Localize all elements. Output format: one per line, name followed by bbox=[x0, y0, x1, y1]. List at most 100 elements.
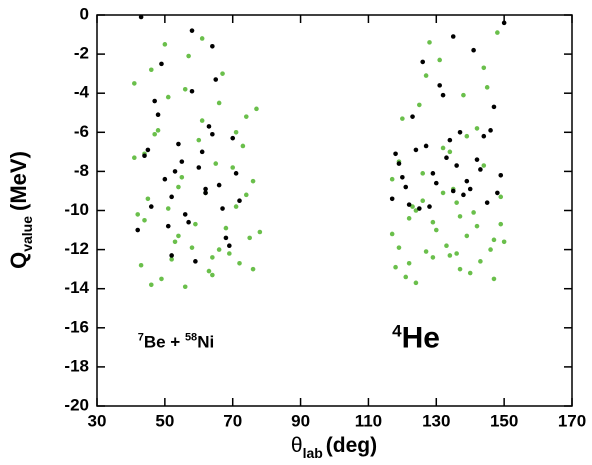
point bbox=[467, 186, 473, 192]
point bbox=[393, 151, 398, 157]
point bbox=[481, 163, 487, 168]
point bbox=[179, 174, 185, 180]
point bbox=[165, 206, 171, 211]
point bbox=[210, 272, 215, 278]
x-tick-label: 50 bbox=[155, 411, 174, 430]
point bbox=[478, 167, 483, 172]
point bbox=[233, 171, 239, 176]
point bbox=[243, 114, 249, 119]
point bbox=[199, 36, 205, 41]
point bbox=[474, 126, 480, 131]
point bbox=[447, 149, 453, 155]
point bbox=[467, 270, 473, 276]
point bbox=[132, 81, 137, 86]
point bbox=[430, 219, 436, 225]
point bbox=[159, 61, 164, 67]
point bbox=[152, 98, 157, 104]
point bbox=[450, 188, 456, 194]
superscript: 4 bbox=[392, 321, 402, 340]
point bbox=[413, 280, 419, 286]
y-tick-label: -4 bbox=[74, 83, 90, 102]
point bbox=[206, 268, 212, 274]
point bbox=[417, 102, 422, 108]
point bbox=[145, 147, 151, 153]
point bbox=[203, 186, 208, 192]
point bbox=[420, 59, 426, 65]
y-tick-label: 0 bbox=[80, 4, 89, 23]
point bbox=[410, 114, 415, 119]
point bbox=[406, 216, 412, 221]
point bbox=[199, 118, 205, 123]
point bbox=[420, 171, 426, 176]
point bbox=[237, 198, 242, 204]
point bbox=[162, 176, 168, 182]
y-tick-label: -16 bbox=[64, 317, 89, 336]
y-tick-label: -10 bbox=[64, 200, 89, 219]
point bbox=[423, 249, 429, 254]
y-tick-label: -14 bbox=[64, 278, 89, 297]
point bbox=[203, 190, 208, 196]
point bbox=[165, 223, 171, 229]
point bbox=[182, 86, 188, 92]
point bbox=[478, 259, 483, 264]
y-tick-label: -20 bbox=[64, 395, 89, 414]
point bbox=[223, 235, 229, 241]
x-tick-label: 90 bbox=[291, 411, 310, 430]
point bbox=[464, 178, 470, 184]
point bbox=[433, 180, 439, 186]
point bbox=[413, 147, 419, 153]
point bbox=[389, 231, 395, 237]
point bbox=[488, 128, 493, 133]
point bbox=[189, 28, 195, 33]
point bbox=[417, 206, 422, 211]
point bbox=[457, 214, 463, 219]
point bbox=[400, 116, 405, 121]
point bbox=[471, 210, 476, 215]
point bbox=[501, 239, 507, 245]
point bbox=[162, 42, 168, 47]
x-tick-label: 70 bbox=[223, 411, 242, 430]
point bbox=[182, 212, 188, 217]
point bbox=[206, 124, 212, 129]
point bbox=[491, 104, 497, 110]
point bbox=[213, 161, 219, 166]
superscript: 7 bbox=[138, 331, 144, 343]
point bbox=[413, 208, 419, 213]
point bbox=[148, 204, 154, 209]
point bbox=[223, 225, 229, 231]
point bbox=[210, 43, 215, 49]
point bbox=[430, 255, 436, 260]
point bbox=[474, 157, 480, 162]
point bbox=[410, 204, 415, 209]
point bbox=[169, 257, 174, 262]
point bbox=[148, 67, 154, 73]
x-tick-label: 150 bbox=[490, 411, 518, 430]
x-tick-label: 170 bbox=[558, 411, 586, 430]
point bbox=[400, 174, 405, 180]
point bbox=[464, 233, 470, 239]
point bbox=[220, 71, 225, 76]
point bbox=[444, 155, 449, 161]
point bbox=[471, 47, 476, 53]
point bbox=[454, 251, 459, 256]
point bbox=[155, 112, 161, 118]
point bbox=[189, 88, 195, 94]
point bbox=[155, 128, 161, 133]
point bbox=[176, 233, 181, 239]
point bbox=[135, 212, 141, 217]
point bbox=[484, 85, 490, 90]
point bbox=[138, 14, 144, 20]
point bbox=[474, 223, 480, 229]
point bbox=[396, 161, 402, 166]
point bbox=[233, 130, 239, 135]
point bbox=[172, 169, 178, 174]
point bbox=[457, 130, 463, 135]
point bbox=[389, 176, 395, 182]
point bbox=[454, 200, 459, 205]
point bbox=[488, 247, 493, 252]
point bbox=[498, 221, 504, 227]
point bbox=[423, 143, 429, 149]
point bbox=[406, 202, 412, 207]
point bbox=[484, 200, 490, 205]
